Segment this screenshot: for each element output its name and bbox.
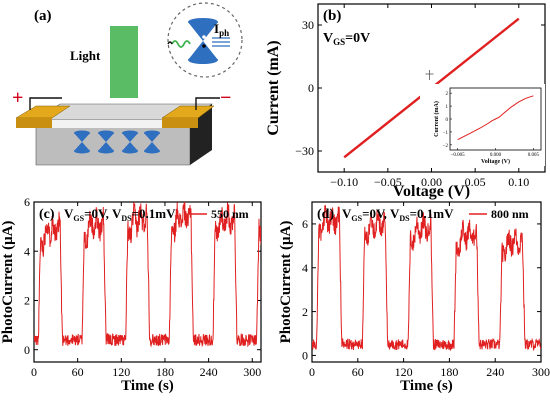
- b-y-axis-label: Current (mA): [265, 40, 282, 135]
- b-inset-y-tick-label-2: 0: [446, 118, 449, 123]
- device-cone-lower-2: [122, 142, 138, 151]
- plus-sign: +: [12, 87, 23, 109]
- b-inset-y-tick-label-0: −2: [443, 144, 449, 149]
- b-inset-x-tick-label-2: 0.005: [528, 153, 540, 158]
- d-x-tick-label-2: 120: [395, 365, 413, 379]
- b-x-tick-label-1: −0.05: [374, 175, 402, 189]
- c-y-tick-label-3: 6: [24, 195, 30, 209]
- device-cone-lower-1: [98, 142, 114, 151]
- b-inset-y-tick-label-3: 1: [446, 105, 449, 110]
- left-electrode-front: [16, 118, 52, 128]
- b-inset-y-axis-label: Current (mA): [433, 101, 440, 137]
- photon-wave-tail-icon: [167, 41, 173, 45]
- photon-wave-icon: [171, 40, 191, 48]
- device-cone-rim-bottom-3: [144, 148, 160, 154]
- right-wire: [195, 97, 220, 110]
- d-plot-frame: [311, 201, 542, 363]
- b-x-tick-label-2: 0.00: [421, 175, 442, 189]
- d-x-tick-label-0: 0: [309, 365, 315, 379]
- d-y-tick-label-1: 2: [302, 305, 308, 319]
- d-y-tick-label-3: 6: [302, 217, 308, 231]
- b-inset-x-tick-label-1: 0.000: [490, 153, 502, 158]
- panel-a: (a) Light Iph: [12, 2, 243, 166]
- device-cone-upper-2: [122, 133, 138, 142]
- panel-d: 0 60 120 180 240 300 0 2 4 6 (d) VGS=0V, VDS=0.1mV 8…: [278, 201, 550, 394]
- b-x-axis-label: Voltage (V): [393, 183, 470, 200]
- c-y-tick-label-1: 2: [24, 294, 30, 308]
- device-cone-lower-0: [74, 142, 90, 151]
- zoom-circle: [167, 2, 243, 78]
- b-x-tick-label-3: 0.05: [465, 175, 486, 189]
- d-x-tick-label-5: 300: [532, 365, 550, 379]
- c-x-tick-label-4: 240: [200, 365, 218, 379]
- d-x-tick-label-3: 180: [440, 365, 458, 379]
- d-x-axis-label: Time (s): [400, 378, 453, 394]
- device-cone-rim-bottom-0: [74, 148, 90, 154]
- b-inset-y-tick-label-1: −1: [443, 131, 449, 136]
- d-y-tick-label-0: 0: [302, 349, 308, 363]
- electron-icon: [202, 35, 206, 39]
- b-inset-x-tick-label-0: −0.005: [451, 153, 466, 158]
- device-cones: [74, 130, 160, 154]
- c-x-axis-label: Time (s): [121, 378, 174, 394]
- iph-label: Iph: [214, 21, 229, 38]
- d-x-tick-label-1: 60: [352, 365, 364, 379]
- zoom-inset: Iph: [167, 2, 243, 78]
- device-cone-upper-0: [74, 133, 90, 142]
- c-bias-annotation: VGS=0V, VDS=0.1mV: [64, 206, 176, 223]
- device-cone-rim-bottom-1: [98, 148, 114, 154]
- right-electrode-front: [162, 118, 198, 128]
- cone-bottom-rim-icon: [188, 56, 218, 64]
- d-bias-annotation: VGS=0V, VDS=0.1mV: [342, 206, 454, 223]
- panel-b: −0.10 −0.05 0.00 0.05 0.10 −30 0 30 (b) VGS=0V Vol…: [265, 3, 546, 200]
- device-cone-lower-3: [144, 142, 160, 151]
- b-inset-x-axis-label: Voltage (V): [481, 158, 510, 165]
- c-x-tick-label-5: 300: [243, 365, 261, 379]
- device-cone-rim-bottom-2: [122, 148, 138, 154]
- left-wire: [29, 97, 62, 110]
- d-y-axis-label: PhotoCurrent (μA): [278, 221, 294, 344]
- minus-sign: −: [220, 87, 231, 109]
- b-y-tick-label-2: 30: [302, 18, 314, 32]
- d-photocurrent-trace: [312, 205, 541, 352]
- lower-cone-icon: [188, 41, 218, 60]
- b-inset: −0.005 0.000 0.005 −2 −1 0 1 2 Voltage (V) Curren…: [433, 87, 542, 165]
- b-inset-iv-curve: [457, 95, 534, 141]
- d-panel-label: (d): [317, 207, 334, 222]
- c-x-tick-label-3: 180: [156, 365, 174, 379]
- device: + −: [12, 87, 231, 166]
- c-photocurrent-trace: [34, 202, 261, 348]
- c-x-tick-label-0: 0: [31, 365, 37, 379]
- hole-icon: [202, 44, 206, 48]
- b-inset-background: [420, 84, 545, 166]
- b-panel-label: (b): [323, 8, 341, 24]
- device-cone-upper-1: [98, 133, 114, 142]
- b-y-tick-label-0: −30: [295, 144, 314, 158]
- b-x-tick-label-4: 0.10: [508, 175, 529, 189]
- device-cone-upper-3: [144, 133, 160, 142]
- c-panel-label: (c): [39, 207, 55, 222]
- b-vgs-annotation: VGS=0V: [323, 31, 370, 47]
- b-y-tick-label-1: 0: [308, 81, 314, 95]
- d-x-tick-label-4: 240: [486, 365, 504, 379]
- c-y-tick-label-0: 0: [24, 343, 30, 357]
- upper-cone-icon: [188, 22, 218, 41]
- c-x-tick-label-2: 120: [112, 365, 130, 379]
- light-beam: [110, 26, 138, 98]
- c-plot-frame: [33, 201, 262, 363]
- d-legend-label: 800 nm: [491, 207, 529, 221]
- c-y-axis-label: PhotoCurrent (μA): [0, 221, 16, 344]
- c-x-tick-label-1: 60: [72, 365, 84, 379]
- panel-c: 0 60 120 180 240 300 0 2 4 6 (c) VGS=0V, VDS=0.1mV 5…: [0, 195, 262, 394]
- b-inset-y-tick-label-4: 2: [446, 92, 449, 97]
- d-y-tick-label-2: 4: [302, 261, 308, 275]
- c-legend-label: 550 nm: [211, 207, 249, 221]
- b-x-tick-label-0: −0.10: [330, 175, 358, 189]
- device-layer: [36, 120, 190, 128]
- panel-a-label: (a): [34, 8, 52, 24]
- light-label: Light: [70, 48, 101, 63]
- c-y-tick-label-2: 4: [24, 244, 30, 258]
